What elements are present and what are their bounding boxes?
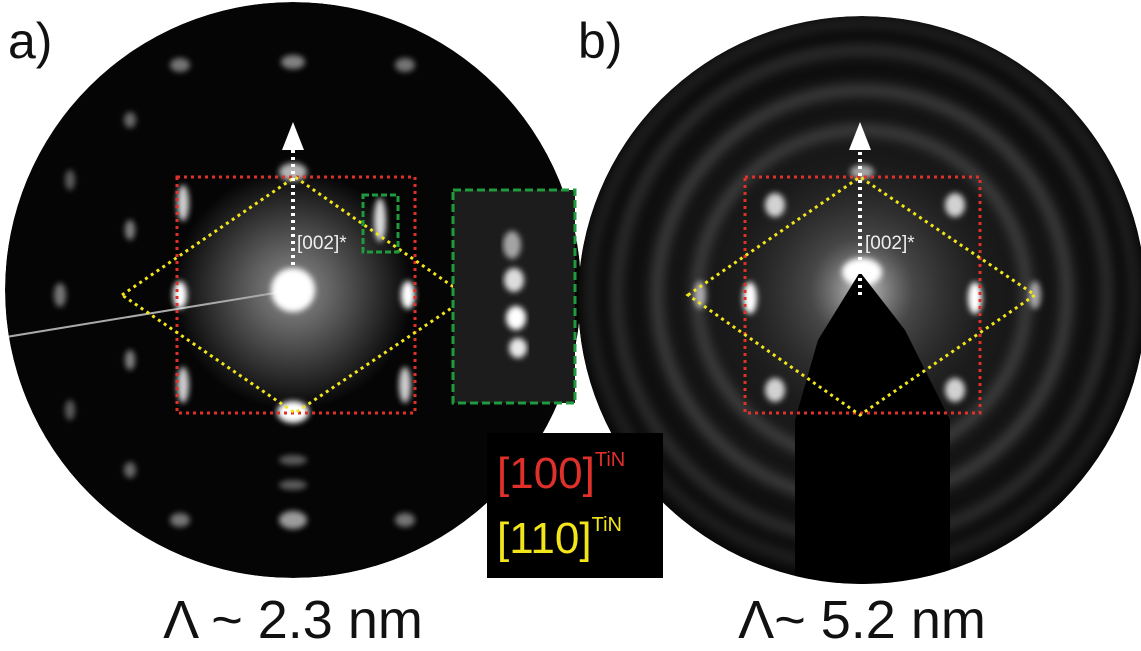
panel-label: a) — [8, 13, 52, 69]
legend-superscript: TiN — [595, 449, 625, 471]
caption: Λ~ 5.2 nm — [738, 590, 986, 650]
figure: [002]* — [0, 0, 1141, 651]
legend-text: [100] — [497, 449, 595, 498]
direction-label: [002]* — [865, 233, 915, 254]
page: [002]* — [0, 0, 1141, 651]
inset — [453, 190, 575, 403]
panel-label: b) — [578, 13, 622, 69]
legend-superscript: TiN — [592, 514, 622, 536]
legend: [100]TiN [110]TiN — [487, 433, 663, 578]
caption: Λ ~ 2.3 nm — [163, 590, 423, 650]
legend-text: [110] — [497, 514, 592, 563]
direction-label: [002]* — [297, 233, 347, 254]
